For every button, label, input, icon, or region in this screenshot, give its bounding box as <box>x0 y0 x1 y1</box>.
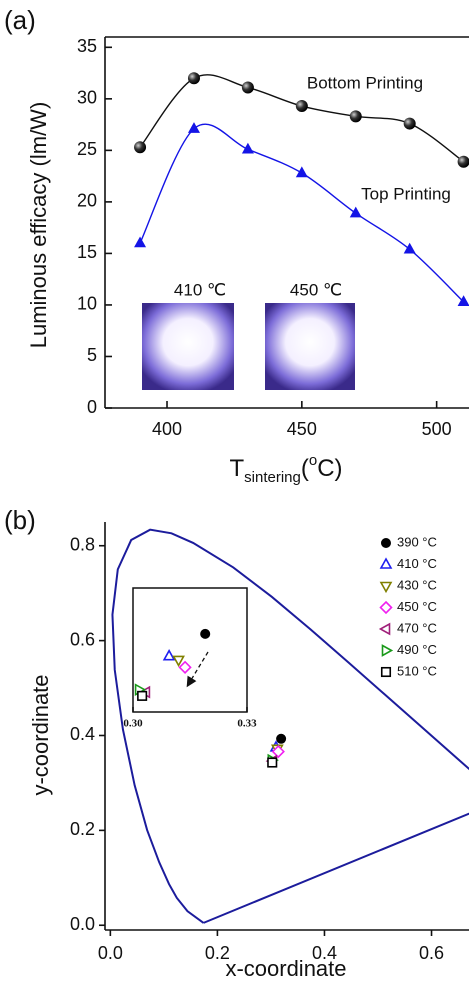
marker <box>172 655 185 668</box>
x-tick-label: 0.6 <box>419 943 444 963</box>
marker <box>241 142 254 154</box>
y-tick-label: 15 <box>77 242 97 262</box>
panel-label: (a) <box>4 5 36 35</box>
inset-x-tick-label: 0.30 <box>123 718 143 730</box>
marker <box>379 600 393 615</box>
inset-x-tick-label: 0.33 <box>237 718 257 730</box>
marker <box>349 110 362 123</box>
y-tick-label: 5 <box>87 345 97 365</box>
legend-label: 450 °C <box>397 599 437 614</box>
marker <box>381 644 394 657</box>
photo <box>265 303 355 390</box>
y-tick-label: 0 <box>87 397 97 417</box>
y-tick-label: 0.4 <box>70 724 95 744</box>
series-label: Bottom Printing <box>307 73 423 92</box>
marker <box>276 733 287 744</box>
marker <box>200 628 211 639</box>
photo <box>142 303 234 390</box>
series-label: Top Printing <box>361 184 451 203</box>
marker <box>380 666 392 678</box>
y-tick-label: 35 <box>77 36 97 56</box>
marker <box>403 117 416 130</box>
x-tick-label: 500 <box>422 419 452 439</box>
x-label-unit: C) <box>317 455 342 482</box>
y-tick-label: 0.8 <box>70 534 95 554</box>
marker <box>457 155 469 168</box>
marker <box>267 757 278 768</box>
marker <box>349 206 362 218</box>
x-tick-label: 400 <box>152 419 182 439</box>
marker <box>378 622 391 636</box>
marker <box>137 690 148 701</box>
x-label-sup: o <box>309 452 317 469</box>
y-tick-label: 0.6 <box>70 629 95 649</box>
legend-label: 470 °C <box>397 620 437 635</box>
marker <box>271 744 285 759</box>
y-axis-label: Luminous efficacy (lm/W) <box>26 102 51 349</box>
x-tick-label: 0.4 <box>312 943 337 963</box>
y-tick-label: 10 <box>77 294 97 314</box>
x-tick-label: 450 <box>287 419 317 439</box>
marker <box>178 660 192 674</box>
marker <box>162 649 176 661</box>
marker <box>187 122 200 133</box>
x-tick-label: 0.2 <box>205 943 230 963</box>
legend-label: 490 °C <box>397 642 437 657</box>
panel-label: (b) <box>4 505 36 535</box>
marker <box>379 557 393 569</box>
marker <box>379 581 393 594</box>
marker <box>241 81 254 94</box>
marker <box>381 538 391 548</box>
spectral-locus <box>111 528 469 924</box>
marker <box>457 295 469 307</box>
x-axis-label: Tsintering(oC) <box>229 452 342 486</box>
y-axis-label: y-coordinate <box>28 674 53 795</box>
plot-area <box>111 528 469 924</box>
legend-label: 430 °C <box>397 577 437 592</box>
series-line <box>139 123 465 303</box>
marker <box>187 72 200 85</box>
legend-label: 410 °C <box>397 556 437 571</box>
marker <box>295 100 308 113</box>
marker <box>134 236 147 248</box>
x-label-sub: sintering <box>244 469 301 486</box>
marker <box>295 166 308 178</box>
photo-label: 450 ℃ <box>290 280 342 299</box>
y-tick-label: 20 <box>77 191 97 211</box>
y-tick-label: 30 <box>77 88 97 108</box>
y-tick-label: 0.0 <box>70 914 95 934</box>
legend-label: 510 °C <box>397 663 437 678</box>
inset-frame <box>132 587 248 713</box>
y-tick-label: 0.2 <box>70 819 95 839</box>
x-axis-label: x-coordinate <box>225 956 346 981</box>
photo-label: 410 ℃ <box>174 280 226 299</box>
y-tick-label: 25 <box>77 139 97 159</box>
x-label-main: T <box>229 455 244 482</box>
x-label-paren: ( <box>301 455 309 482</box>
marker <box>134 141 147 154</box>
x-tick-label: 0.0 <box>98 943 123 963</box>
marker <box>403 242 416 254</box>
legend-label: 390 °C <box>397 534 437 549</box>
